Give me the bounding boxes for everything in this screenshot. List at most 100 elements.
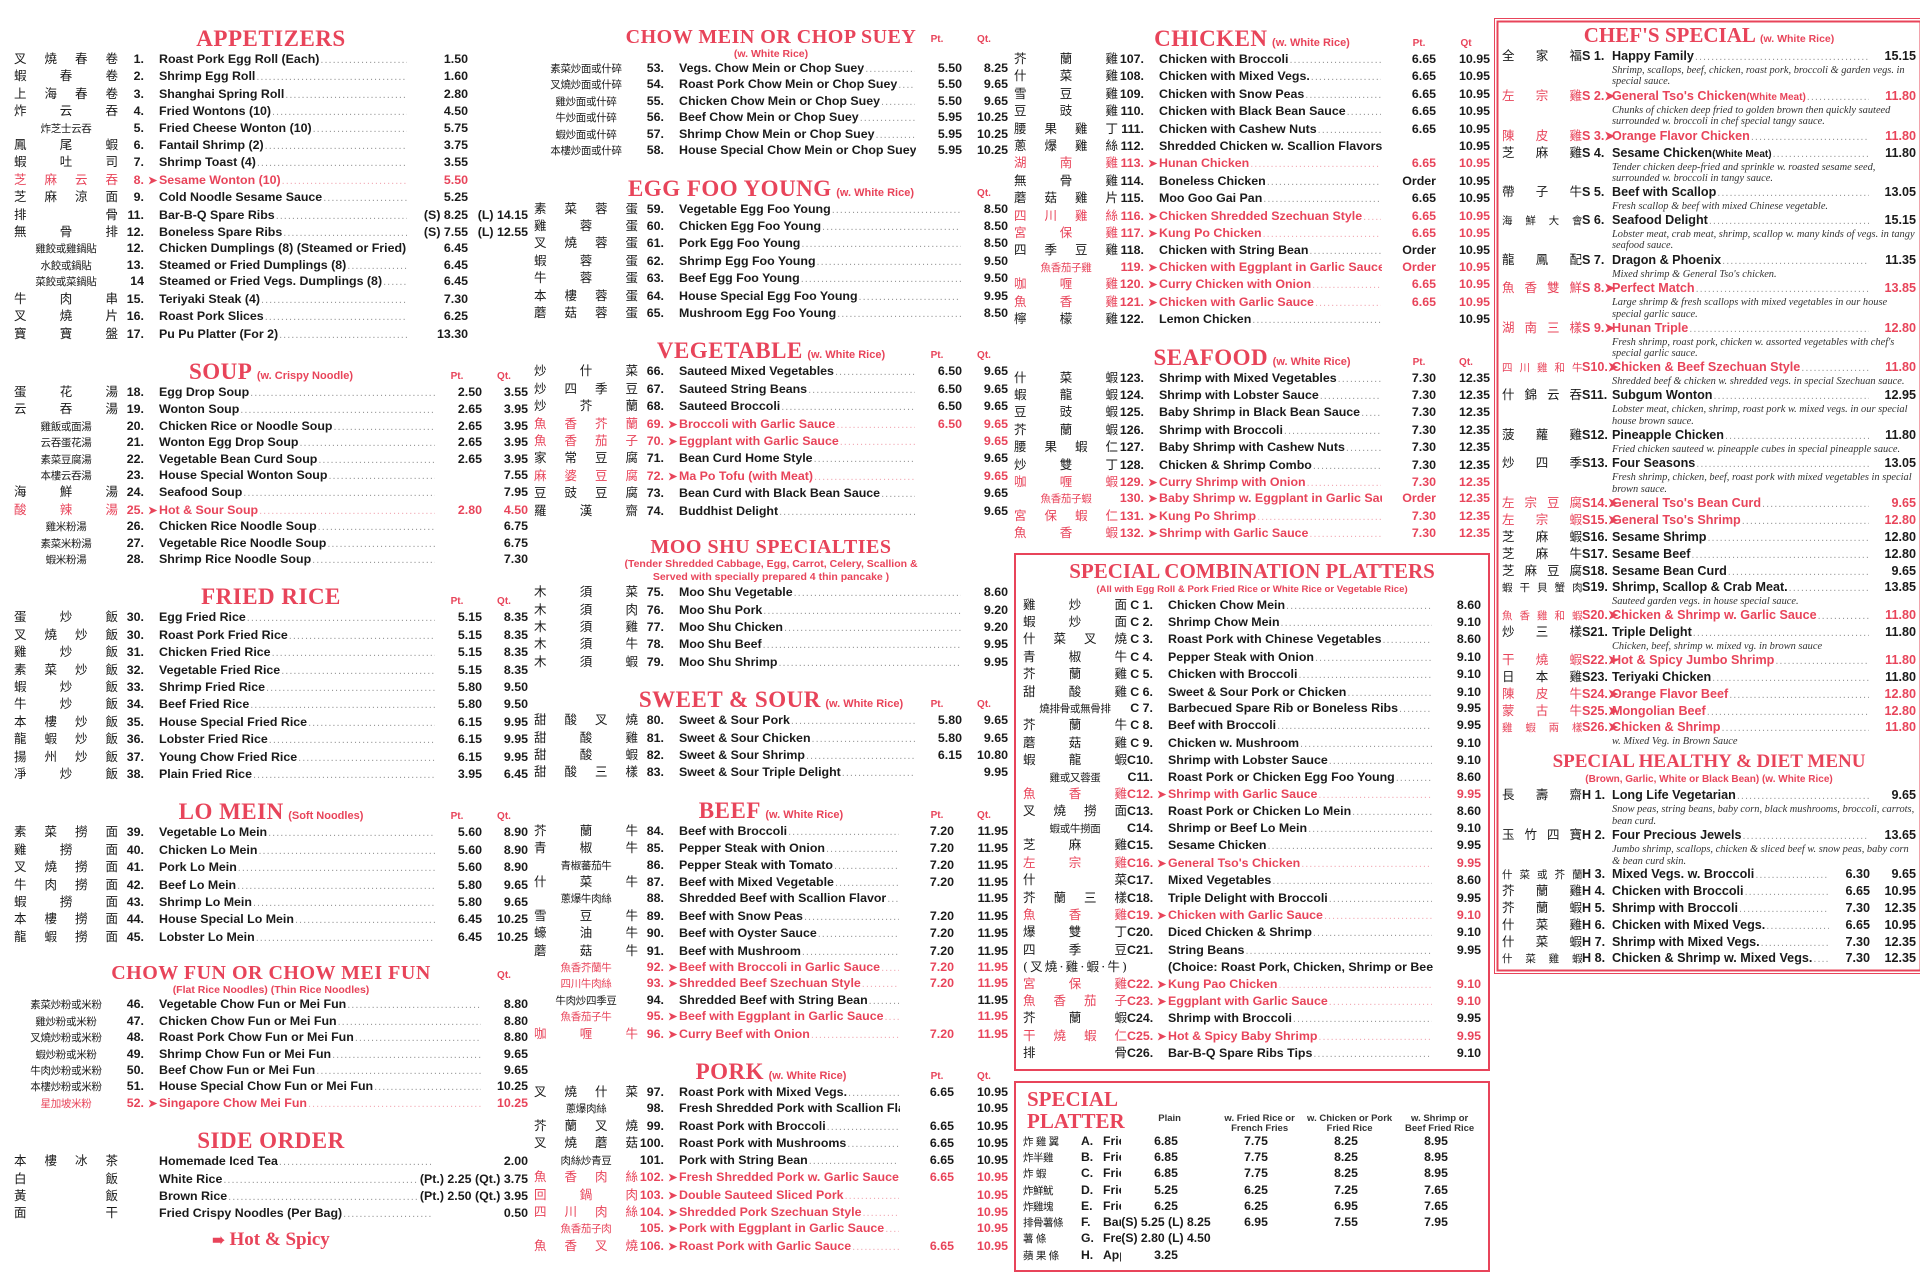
menu-item-row[interactable]: 蝦 龍 蝦 C10. Shrimp with Lobster Sauce......… (1023, 752, 1481, 769)
platter-row[interactable]: 薯 條G.French Fries.......................… (1023, 1231, 1481, 1247)
platter-row[interactable]: 炸 蝦C.Fried Baby Shrimp (15).............… (1023, 1166, 1481, 1182)
menu-item-row[interactable]: 甜酸叉燒 80. Sweet & Sour Pork................… (534, 712, 1008, 729)
menu-item-row[interactable]: 魚香芥蘭 69. ➤ Broccoli with Garlic Sauce......… (534, 416, 1008, 433)
menu-item-row[interactable]: 四川牛肉絲 93. ➤ Shredded Beef Szechuan Style...… (534, 976, 1009, 992)
menu-item-row[interactable]: 叉燒炒粉或米粉 48. Roast Pork Chow Fun or Mei Fun… (14, 1030, 528, 1046)
menu-item-row[interactable]: 蔥爆肉絲 98. Fresh Shredded Pork with Scallion… (534, 1101, 1008, 1117)
chef-special-row[interactable]: 什錦云吞 S11. Subgum Wonton...................… (1502, 387, 1916, 404)
chef-special-row[interactable]: 魚香雙鮮 S 8.➤ Perfect Match..................… (1502, 280, 1916, 297)
menu-item-row[interactable]: 四川肉絲 104. ➤ Shredded Pork Szechuan Style...… (534, 1204, 1008, 1221)
menu-item-row[interactable]: 咖 喱 蝦 129. ➤ Curry Shrimp with Onion.......… (1014, 474, 1490, 491)
menu-item-row[interactable]: 無 骨 排 12. Boneless Spare Ribs.............… (14, 224, 528, 241)
menu-item-row[interactable]: 宮 保 雞 117. ➤ Kung Po Chicken...............… (1014, 225, 1490, 242)
menu-item-row[interactable]: 雞炒粉或米粉 47. Chicken Chow Fun or Mei Fun....… (14, 1014, 528, 1030)
menu-item-row[interactable]: 豆 豉 蝦 125. Baby Shrimp in Black Bean Sauce… (1014, 404, 1490, 421)
menu-item-row[interactable]: 排 骨 11. Bar-B-Q Spare Ribs................… (14, 207, 528, 224)
menu-item-row[interactable]: 菜餃或菜鍋貼 14 Steamed or Fried Vegs. Dumplings… (14, 274, 528, 290)
menu-item-row[interactable]: 素菜炒粉或米粉 46. Vegetable Chow Fun or Mei Fun.… (14, 997, 528, 1013)
menu-item-row[interactable]: 炒 什 菜 66. Sauteed Mixed Vegetables........… (534, 363, 1008, 380)
menu-item-row[interactable]: 宮 保 雞 C22. ➤ Kung Pao Chicken..............… (1023, 976, 1481, 993)
menu-item-row[interactable]: 素菜米粉湯 27. Vegetable Rice Noodle Soup......… (14, 536, 529, 552)
menu-item-row[interactable]: 燒排骨或無骨排 C 7. Barbecued Spare Rib or Bonele… (1023, 701, 1481, 717)
menu-item-row[interactable]: 芥蘭三樣 C18. Triple Delight with Broccoli....… (1023, 890, 1481, 907)
menu-item-row[interactable]: 四川雞絲 116. ➤ Chicken Shredded Szechuan Style… (1014, 208, 1490, 225)
menu-item-row[interactable]: 無 骨 雞 114. Boneless Chicken...............… (1014, 173, 1490, 190)
menu-item-row[interactable]: 芥 蘭 蝦 C24. Shrimp with Broccoli...........… (1023, 1010, 1481, 1027)
menu-item-row[interactable]: 芝麻云吞 8. ➤ Sesame Wonton (10)...............… (14, 172, 528, 189)
menu-item-row[interactable]: 家常豆腐 71. Bean Curd Home Style.............… (534, 450, 1008, 467)
menu-item-row[interactable]: 叉燒撈面 C13. Roast Pork or Chicken Lo Mein...… (1023, 803, 1481, 820)
menu-item-row[interactable]: 蝦 吐 司 7. Shrimp Toast (4).................… (14, 154, 528, 171)
menu-item-row[interactable]: 叉燒什菜 97. Roast Pork with Mixed Vegs.......… (534, 1084, 1008, 1101)
chef-special-row[interactable]: 左 宗 蝦 S15.➤ General Tso's Shrimp..........… (1502, 512, 1916, 529)
menu-item-row[interactable]: (叉燒·雞·蝦·牛) (Choice: Roast Pork, Chicken, … (1023, 959, 1481, 975)
menu-item-row[interactable]: 魚香茄子 C23. ➤ Eggplant with Garlic Sauce.....… (1023, 993, 1481, 1010)
chef-special-row[interactable]: 左宗豆腐 S14.➤ General Tso's Bean Curd........… (1502, 495, 1916, 512)
menu-item-row[interactable]: 蔥爆雞絲 112. Shredded Chicken w. Scallion Fla… (1014, 138, 1490, 155)
menu-item-row[interactable]: 本樓炒面或什碎 58. House Special Chow Mein or Cho… (534, 143, 1008, 159)
menu-item-row[interactable]: 魚香芥蘭牛 92. ➤ Beef with Broccoli in Garlic Sa… (534, 960, 1009, 976)
menu-item-row[interactable]: 本樓冰茶 Homemade Iced Tea...................… (14, 1153, 528, 1170)
menu-item-row[interactable]: 星加坡米粉 52. ➤ Singapore Chow Mei Fun.........… (14, 1096, 529, 1112)
menu-item-row[interactable]: 炒 雙 丁 128. Chicken & Shrimp Combo.........… (1014, 457, 1490, 474)
menu-item-row[interactable]: 檸 檬 雞 122. Lemon Chicken..................… (1014, 311, 1490, 328)
menu-item-row[interactable]: 牛 肉 串 15. Teriyaki Steak (4)..............… (14, 291, 528, 308)
menu-item-row[interactable]: 芥 蘭 蝦 126. Shrimp with Broccoli...........… (1014, 422, 1490, 439)
menu-item-row[interactable]: 雪 豆 雞 109. Chicken with Snow Peas.........… (1014, 86, 1490, 103)
menu-item-row[interactable]: 蛋 炒 飯 30. Egg Fried Rice..................… (14, 609, 528, 626)
menu-item-row[interactable]: 魚香肉絲 102. ➤ Fresh Shredded Pork w. Garlic S… (534, 1169, 1008, 1186)
menu-item-row[interactable]: 本樓炒飯 35. House Special Fried Rice.........… (14, 714, 528, 731)
chef-special-row[interactable]: 芝 麻 牛 S17. Sesame Beef....................… (1502, 546, 1916, 563)
menu-item-row[interactable]: 蠔 油 牛 90. Beef with Oyster Sauce..........… (534, 925, 1008, 942)
menu-item-row[interactable]: 雪 豆 牛 89. Beef with Snow Peas.............… (534, 908, 1008, 925)
menu-item-row[interactable]: 甜酸三樣 83. Sweet & Sour Triple Delight......… (534, 764, 1008, 781)
menu-item-row[interactable]: 咖 喱 牛 96. ➤ Curry Beef with Onion..........… (534, 1026, 1008, 1043)
menu-item-row[interactable]: 云 吞 湯 19. Wonton Soup.....................… (14, 401, 528, 418)
menu-item-row[interactable]: 蘑菇雞片 115. Moo Goo Gai Pan.................… (1014, 190, 1490, 207)
menu-item-row[interactable]: 上海春卷 3. Shanghai Spring Roll..............… (14, 86, 528, 103)
menu-item-row[interactable]: 蔥爆牛肉絲 88. Shredded Beef with Scallion Flav… (534, 891, 1009, 907)
menu-item-row[interactable]: 宮保蝦仁 131. ➤ Kung Po Shrimp.................… (1014, 508, 1490, 525)
menu-item-row[interactable]: 本樓撈面 44. House Special Lo Mein............… (14, 911, 528, 928)
chef-special-row[interactable]: 蒙古牛 S25.➤ Mongolian Beef..................… (1502, 703, 1916, 720)
menu-item-row[interactable]: 本樓云吞湯 23. House Special Wonton Soup.......… (14, 468, 529, 484)
menu-item-row[interactable]: 魚香茄子牛 95. ➤ Beef with Eggplant in Garlic Sa… (534, 1009, 1009, 1025)
menu-item-row[interactable]: 芝 麻 雞 C15. Sesame Chicken.................… (1023, 837, 1481, 854)
menu-item-row[interactable]: 木 須 雞 77. Moo Shu Chicken.................… (534, 619, 1008, 636)
menu-item-row[interactable]: 排 骨 C26. Bar-B-Q Spare Ribs Tips..........… (1023, 1045, 1481, 1062)
platter-row[interactable]: 蘋 果 條H.Apple Sticks (10)................… (1023, 1248, 1481, 1264)
menu-item-row[interactable]: 蘑菇蓉蛋 65. Mushroom Egg Foo Young...........… (534, 305, 1008, 322)
menu-item-row[interactable]: 什 菜 蝦 123. Shrimp with Mixed Vegetables...… (1014, 370, 1490, 387)
menu-item-row[interactable]: 牛 炒 飯 34. Beef Fried Rice.................… (14, 696, 528, 713)
menu-item-row[interactable]: 木 須 蝦 79. Moo Shu Shrimp..................… (534, 654, 1008, 671)
chef-special-row[interactable]: 芝 麻 蝦 S16. Sesame Shrimp..................… (1502, 529, 1916, 546)
chef-special-row[interactable]: 海鮮大會 S 6. Seafood Delight.................… (1502, 213, 1916, 229)
menu-item-row[interactable]: 叉燒撈面 41. Pork Lo Mein.....................… (14, 859, 528, 876)
menu-item-row[interactable]: 魚 香 蝦 132. ➤ Shrimp with Garlic Sauce......… (1014, 525, 1490, 542)
menu-item-row[interactable]: 蝦 龍 蝦 124. Shrimp with Lobster Sauce......… (1014, 387, 1490, 404)
menu-item-row[interactable]: 牛 蓉 蛋 63. Beef Egg Foo Young..............… (534, 270, 1008, 287)
chef-special-row[interactable]: 魚香雞和蝦 S20.➤ Chicken & Shrimp w. Garlic Sau… (1502, 608, 1916, 624)
menu-item-row[interactable]: 炸芝士云吞 5. Fried Cheese Wonton (10).........… (14, 121, 528, 137)
menu-item-row[interactable]: 魚 香 雞 C12. ➤ Shrimp with Garlic Sauce......… (1023, 786, 1481, 803)
menu-item-row[interactable]: 揚州炒飯 37. Young Chow Fried Rice............… (14, 749, 528, 766)
healthy-item-row[interactable]: 玉竹四寶 H 2. Four Precious Jewels............… (1502, 827, 1916, 844)
menu-item-row[interactable]: 豆 豉 雞 110. Chicken with Black Bean Sauce..… (1014, 103, 1490, 120)
menu-item-row[interactable]: 叉燒春卷 1. Roast Pork Egg Roll (Each)........… (14, 51, 528, 68)
chef-special-row[interactable]: 湖南三樣 S 9.➤ Hunan Triple...................… (1502, 320, 1916, 337)
menu-item-row[interactable]: 龍蝦炒飯 36. Lobster Fried Rice...............… (14, 731, 528, 748)
menu-item-row[interactable]: 雞餃或雞鍋貼 12. Chicken Dumplings (8) (Steamed … (14, 241, 528, 257)
menu-item-row[interactable]: 魚 香 雞 121. ➤ Chicken with Garlic Sauce.....… (1014, 294, 1490, 311)
menu-item-row[interactable]: 雞 炒 飯 31. Chicken Fried Rice..............… (14, 644, 528, 661)
menu-item-row[interactable]: 叉燒炒飯 30. Roast Pork Fried Rice............… (14, 627, 528, 644)
